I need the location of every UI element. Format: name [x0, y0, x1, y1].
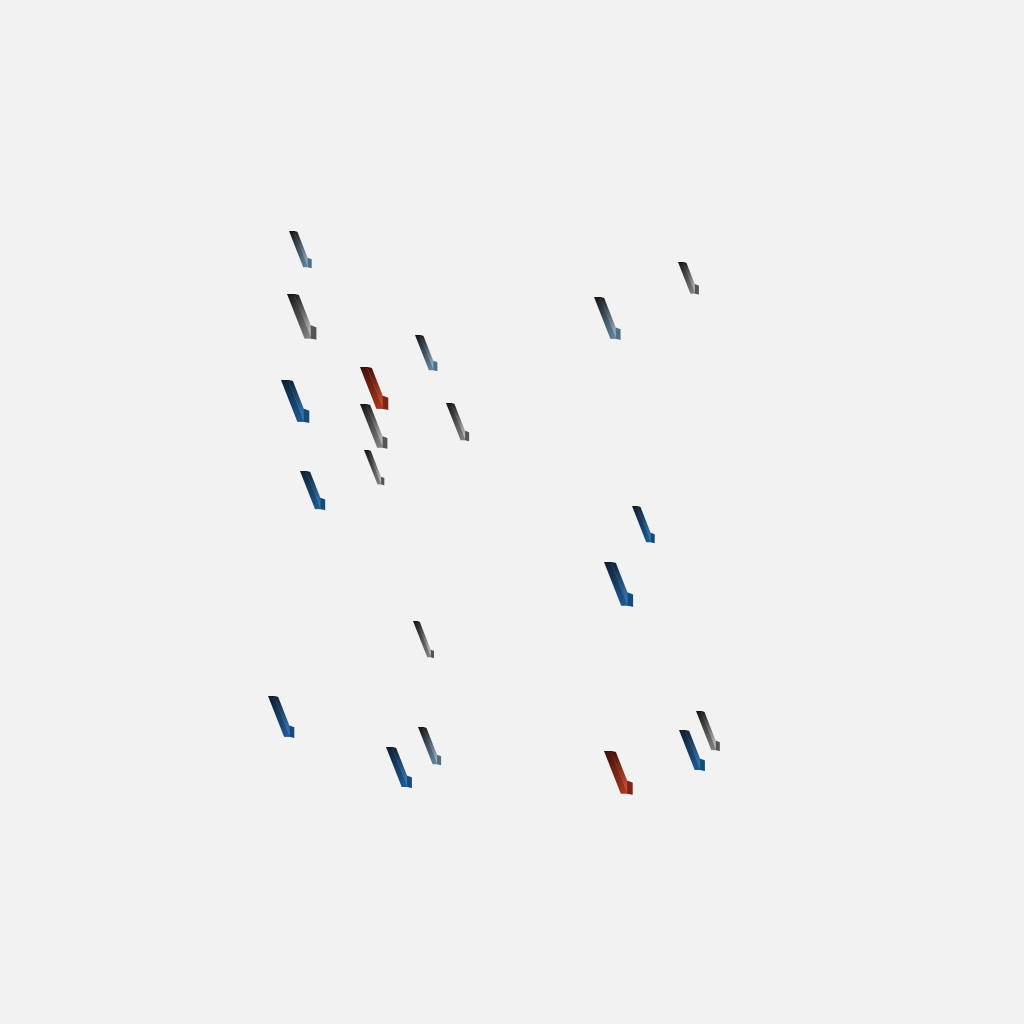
prism-front-face [294, 231, 312, 269]
prism-end-cap [407, 775, 412, 788]
prism-side-face [413, 621, 432, 658]
prism-blue [604, 562, 634, 607]
prism-top-cap [300, 471, 311, 472]
prism-light [289, 231, 312, 269]
prism-end-cap [382, 395, 389, 410]
prism-end-cap [465, 430, 470, 442]
prism-top-cap [360, 367, 372, 368]
prism-end-cap [650, 532, 655, 544]
prism-top-cap [415, 335, 424, 336]
prism-side-face [386, 747, 408, 787]
prism-side-face [287, 294, 312, 339]
prism-top-cap [413, 621, 420, 622]
prism-gray [287, 294, 317, 340]
prism-side-face [360, 367, 384, 409]
prism-end-cap [627, 780, 633, 795]
prism-blue [386, 747, 412, 788]
prism-end-cap [615, 327, 621, 340]
prism-end-cap [700, 758, 705, 771]
prism-end-cap [320, 497, 326, 511]
prism-gray [360, 404, 388, 449]
prism-end-cap [437, 754, 442, 766]
prism-top-cap [287, 294, 299, 295]
prism-layer [268, 231, 720, 795]
prism-front-face [417, 621, 434, 659]
prism-top-cap [632, 506, 641, 507]
prism-side-face [446, 403, 466, 441]
prism-end-cap [694, 284, 699, 295]
prism-end-cap [430, 649, 434, 659]
prism-gray [678, 262, 699, 295]
prism-front-face [637, 506, 655, 544]
prism-light [415, 335, 438, 372]
prism-end-cap [310, 325, 317, 340]
prism-light [418, 727, 442, 766]
prism-front-face [420, 335, 438, 372]
prism-side-face [281, 380, 305, 422]
prism-side-face [360, 404, 384, 448]
prism-end-cap [381, 476, 385, 486]
prism-side-face [364, 450, 382, 485]
prism-end-cap [433, 360, 438, 372]
prism-blue [300, 471, 326, 511]
prism-top-cap [696, 711, 705, 712]
prism-front-face [701, 711, 720, 752]
prism-side-face [268, 696, 291, 737]
prism-side-face [415, 335, 434, 371]
prism-top-cap [281, 380, 293, 381]
prism-gray [413, 621, 434, 659]
prism-blue [679, 730, 705, 771]
prism-side-face [679, 730, 701, 770]
prism-end-cap [627, 592, 634, 607]
prism-gray [696, 711, 720, 752]
prism-gray [446, 403, 470, 442]
prism-front-face [423, 727, 442, 766]
prism-side-face [632, 506, 652, 543]
prism-top-cap [268, 696, 279, 697]
prism-top-cap [679, 730, 690, 731]
prism-front-face [366, 404, 388, 449]
prism-front-face [274, 696, 295, 738]
prism-end-cap [307, 257, 312, 269]
prism-end-cap [715, 740, 720, 752]
prism-end-cap [303, 408, 310, 423]
prism-blue [632, 506, 655, 544]
prism-side-face [604, 562, 629, 606]
prism-red [360, 367, 389, 410]
prism-front-face [392, 747, 412, 788]
prism-blue [268, 696, 295, 738]
prism-end-cap [289, 725, 295, 738]
prism-top-cap [418, 727, 427, 728]
prism-front-face [451, 403, 470, 442]
prism-gray [364, 450, 385, 486]
prism-top-cap [678, 262, 687, 263]
prism-side-face [418, 727, 438, 765]
prism-side-face [594, 297, 617, 339]
prism-side-face [289, 231, 309, 268]
prism-top-cap [289, 231, 298, 232]
prism-front-face [600, 297, 621, 340]
prism-front-face [685, 730, 705, 771]
prism-front-face [368, 450, 385, 486]
prism-light [594, 297, 621, 340]
prism-end-cap [382, 436, 388, 449]
prism-top-cap [360, 404, 371, 405]
prism-top-cap [364, 450, 371, 451]
prism-blue [281, 380, 310, 423]
prism-top-cap [604, 751, 616, 752]
prism-side-face [604, 751, 628, 794]
prism-side-face [300, 471, 321, 510]
prism-side-face [696, 711, 717, 751]
prism-top-cap [594, 297, 605, 298]
prism-top-cap [446, 403, 455, 404]
prism-side-face [678, 262, 696, 294]
prism-red [604, 751, 633, 795]
prism-top-cap [386, 747, 397, 748]
prism-top-cap [604, 562, 616, 563]
